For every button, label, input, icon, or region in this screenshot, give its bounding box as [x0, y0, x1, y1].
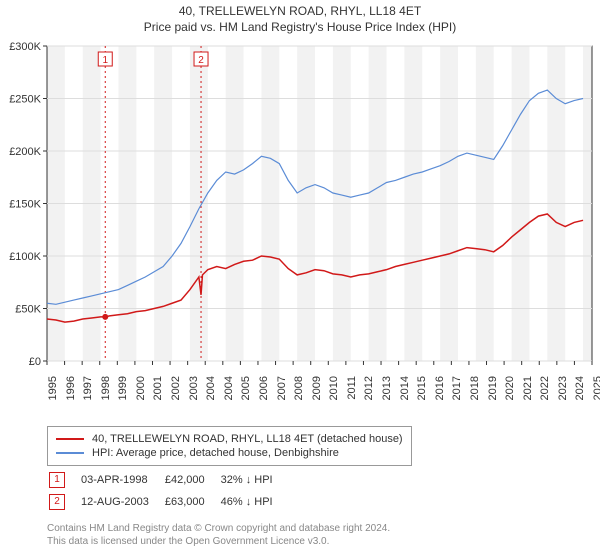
legend-label: HPI: Average price, detached house, Denb…: [92, 447, 339, 459]
svg-text:£100K: £100K: [9, 251, 41, 263]
legend-swatch: [56, 438, 84, 440]
title-sub: Price paid vs. HM Land Registry's House …: [0, 20, 600, 34]
svg-text:£300K: £300K: [9, 41, 41, 53]
marker-index-box: 1: [49, 472, 65, 488]
svg-text:£250K: £250K: [9, 94, 41, 106]
x-axis-ticks: 1995199619971998199920002001200220032004…: [0, 372, 600, 422]
legend-label: 40, TRELLEWELYN ROAD, RHYL, LL18 4ET (de…: [92, 433, 403, 445]
marker-index-box: 2: [49, 494, 65, 510]
marker-pct: 46% ↓ HPI: [221, 492, 287, 512]
svg-text:£0: £0: [29, 356, 41, 368]
legend-row: HPI: Average price, detached house, Denb…: [56, 447, 403, 459]
marker-price: £42,000: [165, 470, 219, 490]
svg-text:2: 2: [198, 55, 204, 66]
svg-text:£50K: £50K: [15, 304, 41, 316]
footer-line: Contains HM Land Registry data © Crown c…: [47, 522, 390, 535]
svg-text:£200K: £200K: [9, 146, 41, 158]
marker-price: £63,000: [165, 492, 219, 512]
marker-date: 03-APR-1998: [81, 470, 163, 490]
marker-date: 12-AUG-2003: [81, 492, 163, 512]
legend: 40, TRELLEWELYN ROAD, RHYL, LL18 4ET (de…: [47, 426, 412, 466]
table-row: 1 03-APR-1998 £42,000 32% ↓ HPI: [49, 470, 287, 490]
plot-area: £0 £50K £100K £150K £200K £250K £300K 1 2: [0, 36, 600, 371]
chart-svg: £0 £50K £100K £150K £200K £250K £300K 1 2: [0, 36, 600, 371]
footer: Contains HM Land Registry data © Crown c…: [47, 522, 390, 548]
title-main: 40, TRELLEWELYN ROAD, RHYL, LL18 4ET: [0, 4, 600, 18]
chart-container: 40, TRELLEWELYN ROAD, RHYL, LL18 4ET Pri…: [0, 0, 600, 560]
x-tick-label: 2025: [592, 376, 600, 400]
legend-row: 40, TRELLEWELYN ROAD, RHYL, LL18 4ET (de…: [56, 433, 403, 445]
svg-text:£150K: £150K: [9, 199, 41, 211]
svg-text:1: 1: [102, 55, 108, 66]
legend-swatch: [56, 452, 84, 454]
table-row: 2 12-AUG-2003 £63,000 46% ↓ HPI: [49, 492, 287, 512]
titles: 40, TRELLEWELYN ROAD, RHYL, LL18 4ET Pri…: [0, 0, 600, 34]
marker-pct: 32% ↓ HPI: [221, 470, 287, 490]
footer-line: This data is licensed under the Open Gov…: [47, 535, 390, 548]
markers-table: 1 03-APR-1998 £42,000 32% ↓ HPI 2 12-AUG…: [47, 468, 289, 514]
